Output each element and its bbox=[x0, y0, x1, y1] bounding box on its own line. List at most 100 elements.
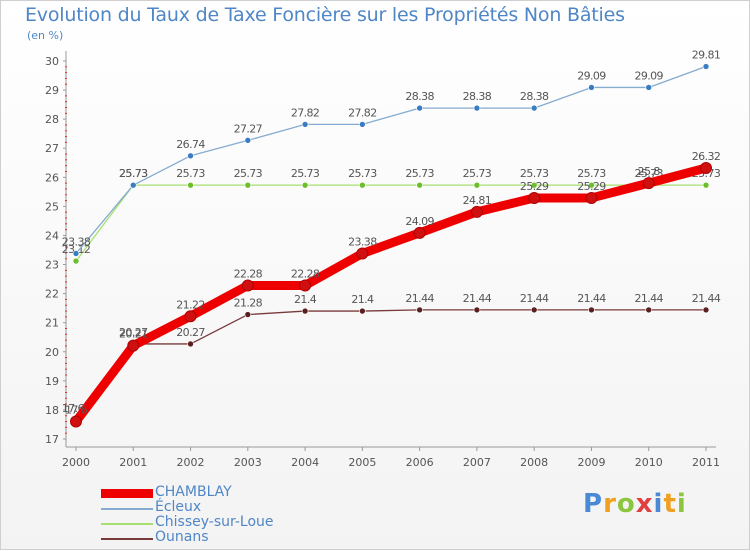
data-label: 28.38 bbox=[463, 90, 492, 103]
logo-letter: t bbox=[663, 489, 677, 519]
y-tick-label: 28 bbox=[45, 113, 59, 126]
y-minor-tick bbox=[65, 397, 67, 399]
data-label: 26.32 bbox=[692, 150, 721, 163]
data-point bbox=[129, 181, 137, 189]
y-minor-tick bbox=[65, 72, 67, 74]
data-point bbox=[299, 279, 312, 292]
data-label: 28.38 bbox=[405, 90, 434, 103]
data-label: 23.12 bbox=[62, 243, 91, 256]
data-label: 25.73 bbox=[577, 167, 606, 180]
logo-letter: P bbox=[583, 489, 604, 519]
data-label: 21.44 bbox=[405, 292, 434, 305]
y-minor-tick bbox=[65, 252, 67, 254]
data-label: 22.28 bbox=[234, 267, 263, 280]
legend-label: Ounans bbox=[155, 529, 209, 545]
data-label: 25.73 bbox=[463, 167, 492, 180]
x-tick-label: 2009 bbox=[577, 456, 605, 469]
y-minor-tick bbox=[65, 136, 67, 138]
data-label: 26.74 bbox=[176, 138, 205, 151]
x-tick-label: 2001 bbox=[119, 456, 147, 469]
y-tick-label: 19 bbox=[45, 375, 59, 388]
data-point bbox=[530, 306, 538, 314]
x-tick-label: 2010 bbox=[635, 456, 663, 469]
data-point bbox=[702, 181, 710, 189]
series-line-chamblay bbox=[71, 163, 711, 427]
data-point bbox=[530, 104, 538, 112]
data-label: 21.22 bbox=[176, 298, 205, 311]
y-tick-label: 20 bbox=[45, 346, 59, 359]
legend-item: Ounans bbox=[101, 529, 361, 547]
legend-label: CHAMBLAY bbox=[155, 484, 232, 500]
data-label: 25.73 bbox=[291, 167, 320, 180]
y-minor-tick bbox=[65, 246, 67, 248]
proxiti-logo: Proxiti bbox=[583, 489, 687, 519]
y-tick-label: 30 bbox=[45, 55, 59, 68]
data-point bbox=[187, 340, 194, 348]
data-point bbox=[588, 84, 595, 91]
y-minor-tick bbox=[65, 130, 67, 132]
y-tick-label: 27 bbox=[45, 142, 59, 155]
data-point bbox=[72, 257, 80, 265]
data-label: 25.73 bbox=[520, 167, 549, 180]
data-point bbox=[530, 181, 538, 189]
data-point bbox=[244, 137, 252, 144]
data-point bbox=[588, 181, 595, 189]
y-minor-tick bbox=[65, 339, 67, 341]
data-label: 21.4 bbox=[294, 293, 317, 306]
data-label: 25.73 bbox=[119, 167, 148, 180]
data-point bbox=[528, 191, 541, 204]
logo-letter: o bbox=[616, 489, 636, 519]
data-point bbox=[356, 247, 369, 260]
y-minor-tick bbox=[65, 269, 67, 271]
y-minor-tick bbox=[65, 310, 67, 312]
x-tick-label: 2004 bbox=[291, 456, 319, 469]
legend-item: CHAMBLAY bbox=[101, 484, 361, 502]
x-tick-label: 2005 bbox=[348, 456, 376, 469]
y-tick-label: 18 bbox=[45, 404, 59, 417]
y-minor-tick bbox=[65, 386, 67, 388]
y-minor-tick bbox=[65, 211, 67, 213]
data-label: 24.09 bbox=[405, 215, 434, 228]
data-label: 25.29 bbox=[577, 180, 606, 193]
y-minor-tick bbox=[65, 217, 67, 219]
y-minor-tick bbox=[65, 281, 67, 283]
data-label: 21.4 bbox=[351, 293, 374, 306]
data-label: 20.27 bbox=[176, 326, 205, 339]
data-point bbox=[642, 177, 655, 190]
y-minor-tick bbox=[65, 95, 67, 97]
data-label: 27.27 bbox=[234, 122, 263, 135]
data-label: 29.81 bbox=[692, 49, 721, 62]
data-point bbox=[588, 306, 595, 314]
data-point bbox=[127, 339, 140, 352]
y-minor-tick bbox=[65, 170, 67, 172]
data-point bbox=[473, 104, 481, 112]
y-tick-label: 29 bbox=[45, 84, 59, 97]
legend-item: Chissey-sur-Loue bbox=[101, 514, 361, 532]
y-minor-tick bbox=[65, 229, 67, 231]
data-point bbox=[413, 226, 426, 239]
data-label: 29.09 bbox=[634, 69, 663, 82]
y-minor-tick bbox=[65, 368, 67, 370]
x-tick-label: 2006 bbox=[406, 456, 434, 469]
data-label: 25.8 bbox=[638, 165, 661, 178]
y-tick-label: 17 bbox=[45, 433, 59, 446]
logo-letter: x bbox=[635, 489, 654, 519]
x-tick-label: 2011 bbox=[692, 456, 720, 469]
y-minor-tick bbox=[65, 182, 67, 184]
data-point bbox=[645, 306, 653, 314]
y-minor-tick bbox=[65, 328, 67, 330]
y-minor-tick bbox=[65, 415, 67, 417]
y-minor-tick bbox=[65, 403, 67, 405]
y-axis-unit-label: (en %) bbox=[27, 29, 64, 42]
data-point bbox=[416, 181, 423, 189]
y-minor-tick bbox=[65, 240, 67, 242]
data-label: 25.73 bbox=[348, 167, 377, 180]
legend-label: Écleux bbox=[155, 499, 202, 515]
y-minor-tick bbox=[65, 432, 67, 434]
y-minor-tick bbox=[65, 188, 67, 190]
data-point bbox=[301, 307, 309, 315]
logo-letter: i bbox=[653, 489, 664, 519]
data-label: 25.73 bbox=[119, 167, 148, 180]
data-point bbox=[359, 307, 366, 315]
legend-label: Chissey-sur-Loue bbox=[155, 514, 274, 530]
